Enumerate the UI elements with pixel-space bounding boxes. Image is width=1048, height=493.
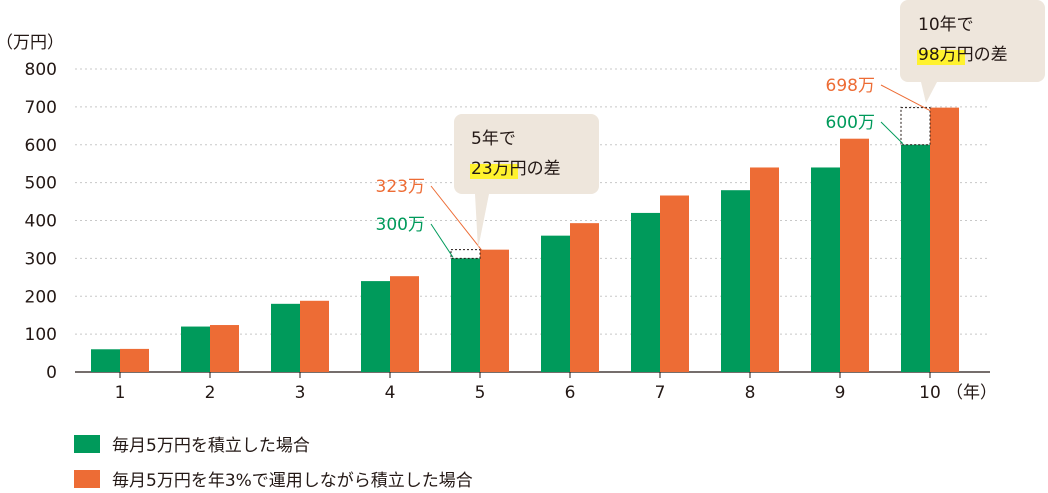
x-tick-label: 7: [655, 383, 666, 403]
bar-plain: [901, 144, 930, 372]
x-tick-label: 1: [115, 383, 126, 403]
x-tick-label: 2: [205, 383, 216, 403]
bar-plain: [91, 349, 120, 372]
x-tick-label: 5: [475, 383, 486, 403]
bar-invest: [210, 325, 239, 372]
x-tick-label: 9: [835, 383, 846, 403]
callout-line1: 10年で: [918, 15, 974, 35]
y-tick-label: 0: [46, 363, 57, 383]
bar-plain: [181, 326, 210, 372]
y-tick-label: 800: [25, 60, 57, 80]
y-tick-label: 500: [25, 174, 57, 194]
callout-line1: 5年で: [471, 129, 516, 149]
bar-plain: [541, 235, 570, 372]
callout-pointer: [921, 82, 937, 103]
y-tick-label: 100: [25, 325, 57, 345]
callout-line2: 98万円の差: [918, 45, 1008, 65]
x-tick-label: 4: [385, 383, 396, 403]
data-label-invest: 323万: [376, 177, 425, 197]
legend-swatch-green: [74, 434, 100, 453]
leader-line-plain: [880, 121, 904, 145]
y-tick-label: 200: [25, 287, 57, 307]
callout-box: [454, 114, 599, 194]
legend-label-invest: 毎月5万円を年3%で運用しながら積立した場合: [112, 471, 473, 491]
bar-invest: [390, 276, 419, 372]
y-tick-label: 700: [25, 98, 57, 118]
y-unit-label: （万円）: [0, 33, 64, 53]
y-tick-label: 400: [25, 212, 57, 232]
x-tick-label: 6: [565, 383, 576, 403]
leader-line-invest: [880, 84, 937, 115]
bar-invest: [750, 167, 779, 372]
x-tick-label: 8: [745, 383, 756, 403]
leader-line-invest: [430, 185, 487, 256]
callout-highlight: [470, 164, 518, 179]
data-label-invest: 698万: [826, 76, 875, 96]
difference-outline: [900, 107, 931, 146]
legend-label-plain: 毎月5万円を積立した場合: [112, 436, 310, 456]
callout-pointer: [475, 194, 489, 249]
callout-line2: 23万円の差: [471, 159, 561, 179]
callout-amount: 23万円: [471, 159, 527, 179]
y-tick-label: 600: [25, 136, 57, 156]
y-tick-label: 300: [25, 249, 57, 269]
callout-highlight: [917, 50, 965, 65]
callout-amount: 98万円: [918, 45, 974, 65]
bar-invest: [120, 348, 149, 372]
bar-invest: [300, 300, 329, 372]
bar-plain: [721, 190, 750, 372]
bar-invest: [480, 249, 509, 372]
legend-swatch-orange: [74, 469, 100, 488]
callout-suffix: の差: [974, 45, 1008, 65]
x-tick-label: 10: [919, 383, 941, 403]
legend-item-invest: 毎月5万円を年3%で運用しながら積立した場合: [74, 466, 473, 491]
data-label-plain: 600万: [826, 113, 875, 133]
bar-invest: [930, 107, 959, 372]
x-tick-label: 3: [295, 383, 306, 403]
bar-plain: [271, 303, 300, 372]
callout-suffix: の差: [527, 159, 561, 179]
bar-invest: [660, 195, 689, 372]
bar-plain: [361, 281, 390, 372]
bar-plain: [451, 258, 480, 372]
x-unit-label: （年）: [946, 383, 997, 403]
bar-invest: [840, 138, 869, 372]
callout-box: [900, 0, 1045, 82]
bar-plain: [811, 167, 840, 372]
legend-item-plain: 毎月5万円を積立した場合: [74, 431, 310, 456]
bar-plain: [631, 212, 660, 372]
leader-line-plain: [430, 223, 454, 258]
data-label-plain: 300万: [376, 215, 425, 235]
difference-outline: [450, 249, 481, 259]
bar-invest: [570, 223, 599, 372]
